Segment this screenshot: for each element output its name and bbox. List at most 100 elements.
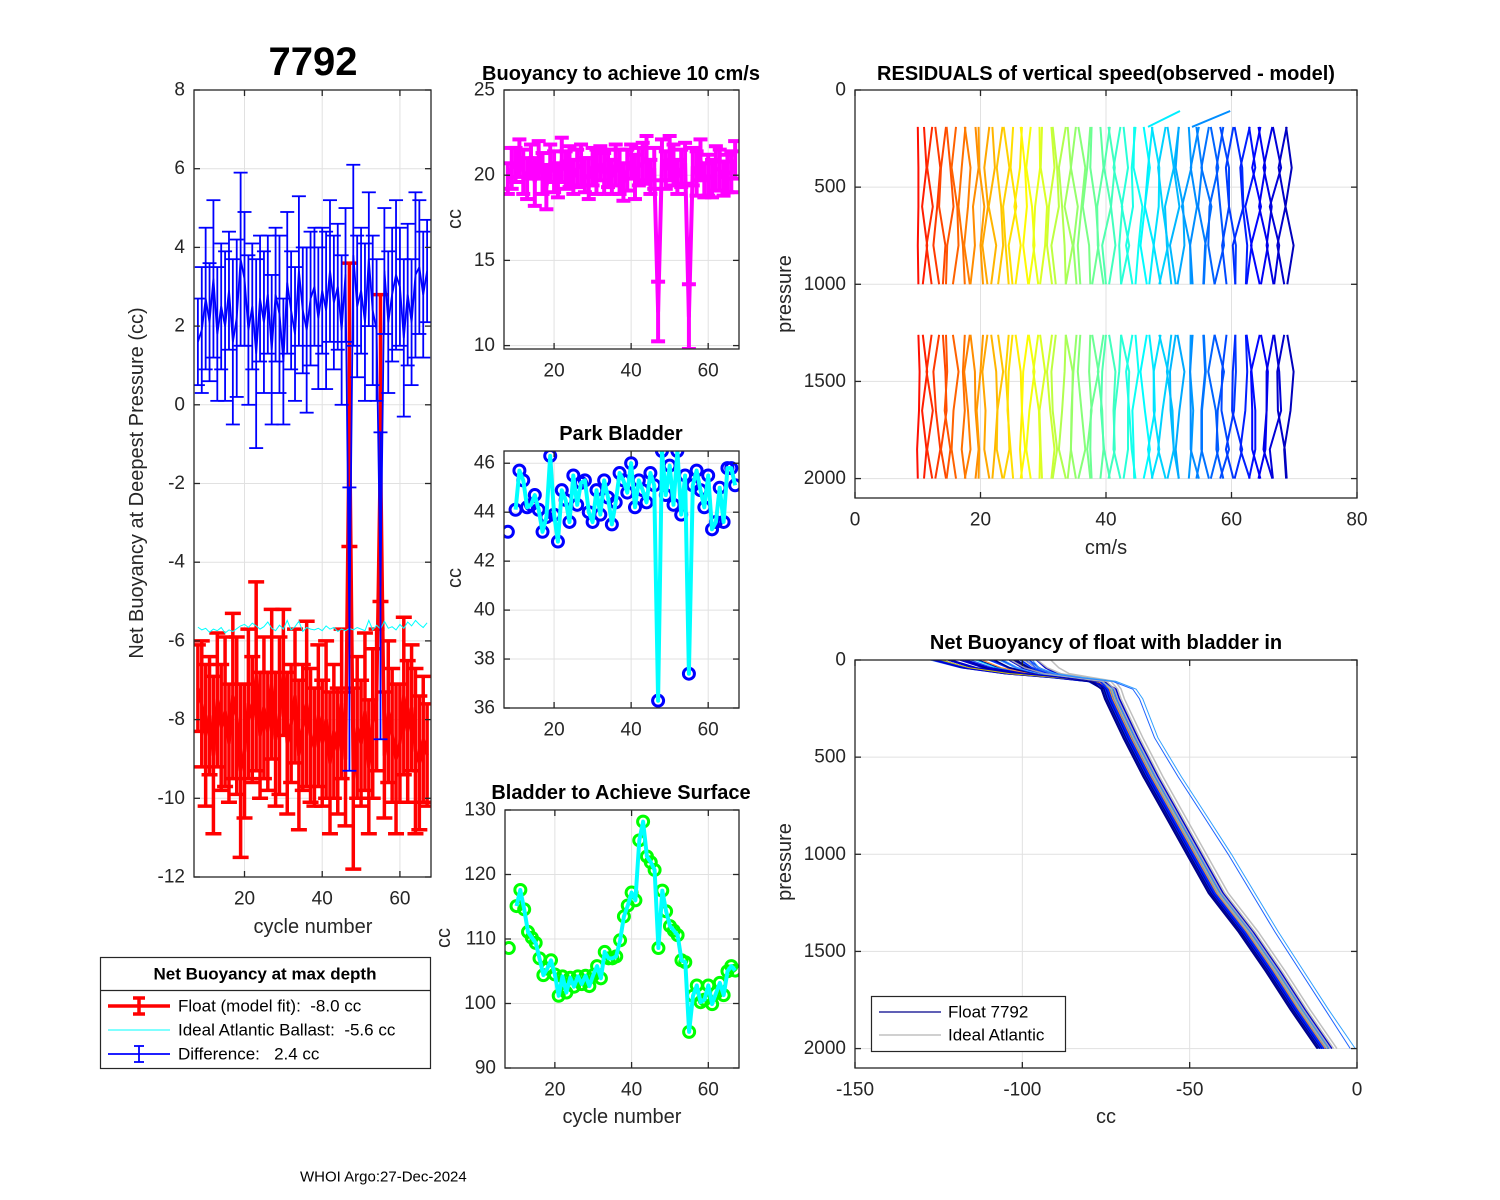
residual-segment-lower xyxy=(950,334,960,479)
x-axis-label: cc xyxy=(1096,1106,1116,1128)
residual-profile xyxy=(1019,126,1030,479)
x-tick-label: 40 xyxy=(1095,510,1116,531)
chart-net-buoyancy-profiles: -150 -100 -50 0 0 500 1000 1500 2000 Net Buoyanc… xyxy=(774,632,1362,1128)
errorbar xyxy=(389,199,404,351)
y-tick-label: -4 xyxy=(168,552,185,573)
y-tick-label: 44 xyxy=(474,502,496,523)
y-tick-label: 1500 xyxy=(804,371,846,392)
residual-profile xyxy=(1089,126,1100,479)
residual-profile xyxy=(1006,126,1018,479)
residual-segment-lower xyxy=(932,334,942,479)
residual-profile xyxy=(1050,126,1060,479)
y-tick-label: 15 xyxy=(474,250,495,271)
residual-segment-upper xyxy=(1069,126,1079,285)
residual-profile xyxy=(1076,126,1087,479)
residual-segment-upper xyxy=(1224,126,1237,285)
residual-segment-upper xyxy=(1257,126,1269,285)
errorbar xyxy=(368,627,385,773)
x-axis-label: cm/s xyxy=(1085,537,1127,559)
residual-segment-lower xyxy=(1207,334,1220,479)
data-point-marker xyxy=(505,941,516,956)
x-tick-label: 0 xyxy=(1352,1080,1363,1101)
plot-area: 20 40 60 90 100 110 120 130 xyxy=(464,800,740,1101)
y-tick-label: 2000 xyxy=(804,1038,846,1059)
residual-segment-upper xyxy=(1268,126,1283,285)
residual-segment-lower xyxy=(1268,334,1283,479)
residual-segment-lower xyxy=(1089,334,1100,479)
residual-segment-lower xyxy=(1165,334,1175,479)
residual-segment-upper xyxy=(1284,126,1295,285)
residual-profile xyxy=(995,126,1005,479)
y-tick-label: 2 xyxy=(174,316,185,337)
plot-area: 0 20 40 60 80 0 500 1000 1500 2000 xyxy=(804,80,1368,531)
errorbar xyxy=(337,690,354,828)
residual-segment-upper xyxy=(995,126,1005,285)
residual-extra-segment xyxy=(1191,110,1231,128)
chart-title: Buoyancy to achieve 10 cm/s xyxy=(482,63,760,85)
residual-segment-lower xyxy=(960,334,967,479)
errorbar-series-float xyxy=(194,261,431,871)
residual-segment-upper xyxy=(1174,126,1186,285)
residual-segment-lower xyxy=(1019,334,1030,479)
x-tick-label: 20 xyxy=(544,720,565,741)
residual-profile xyxy=(943,126,955,479)
residual-segment-lower xyxy=(1169,334,1180,479)
x-tick-label: 40 xyxy=(621,720,642,741)
residual-segment-lower xyxy=(1213,334,1225,479)
axes-frame: 20 40 60 90 100 110 120 130 xyxy=(464,800,740,1101)
residual-profile xyxy=(1131,126,1144,479)
errorbar xyxy=(369,258,384,402)
residual-profile xyxy=(1268,126,1283,479)
y-axis-label: pressure xyxy=(774,255,796,333)
y-axis-label: Net Buoyancy at Deepest Pressure (cc) xyxy=(126,307,148,658)
chart-bladder-to-surface: 20 40 60 90 100 110 120 130 Bladder to Achieve … xyxy=(433,782,751,1128)
plot-marks xyxy=(930,660,1356,1050)
y-tick-label: 110 xyxy=(466,929,496,950)
axes-box xyxy=(503,89,740,350)
residual-segment-upper xyxy=(1019,126,1030,285)
y-axis-label: pressure xyxy=(774,823,796,901)
residual-segment-lower xyxy=(1174,334,1186,479)
residual-profile xyxy=(1069,126,1079,479)
residual-profile xyxy=(1213,126,1225,479)
residual-segment-upper xyxy=(1081,126,1092,285)
residual-segment-lower xyxy=(1076,334,1087,479)
residual-segment-upper xyxy=(1032,126,1042,285)
axes-frame: 20 40 60 10 15 20 25 xyxy=(474,80,740,382)
x-tick-label: 40 xyxy=(312,889,333,910)
y-axis-label: cc xyxy=(444,209,466,229)
residual-segment-upper xyxy=(950,126,960,285)
residual-segment-upper xyxy=(1169,126,1181,285)
plot-marks xyxy=(505,814,739,1039)
residual-segment-upper xyxy=(969,126,980,285)
residual-profile xyxy=(1224,126,1237,479)
axes-frame: 20 40 60 -12 -10 -8 -6 -4 -2 0 2 4 6 8 xyxy=(158,80,432,910)
errorbar-swatch-icon xyxy=(108,1045,170,1063)
x-tick-label: 80 xyxy=(1346,510,1367,531)
errorbar xyxy=(419,702,431,808)
errorbar xyxy=(342,486,357,772)
residual-segment-upper xyxy=(977,126,986,285)
y-tick-label: 500 xyxy=(814,747,846,768)
chart-residuals-vertical-speed: 0 20 40 60 80 0 500 1000 1500 2000 RESIDUALS of v… xyxy=(774,63,1368,559)
residual-segment-lower xyxy=(1239,334,1251,479)
y-tick-label: 10 xyxy=(474,335,495,356)
legend-label: Float 7792 xyxy=(948,1003,1028,1022)
axes-frame: 0 20 40 60 80 0 500 1000 1500 2000 xyxy=(804,80,1368,531)
errorbar xyxy=(728,139,739,181)
y-axis-label: cc xyxy=(433,928,455,948)
residual-profile xyxy=(916,126,921,479)
residual-segment-upper xyxy=(1250,126,1262,285)
residual-profile xyxy=(1150,126,1162,479)
legend-entry-float-7792: Float 7792 xyxy=(879,1003,1028,1022)
legend-label: Difference: 2.4 cc xyxy=(178,1045,320,1064)
y-tick-label: 42 xyxy=(474,551,495,572)
legend-title: Net Buoyancy at max depth xyxy=(154,965,377,984)
residual-segment-upper xyxy=(1076,126,1087,285)
residual-profile xyxy=(1283,126,1295,479)
residual-profile xyxy=(925,126,934,479)
residual-segment-upper xyxy=(1150,126,1162,285)
legend-label: Ideal Atlantic Ballast: -5.6 cc xyxy=(178,1021,396,1040)
chart-title: RESIDUALS of vertical speed(observed - m… xyxy=(877,63,1335,85)
y-tick-label: -12 xyxy=(158,867,185,888)
